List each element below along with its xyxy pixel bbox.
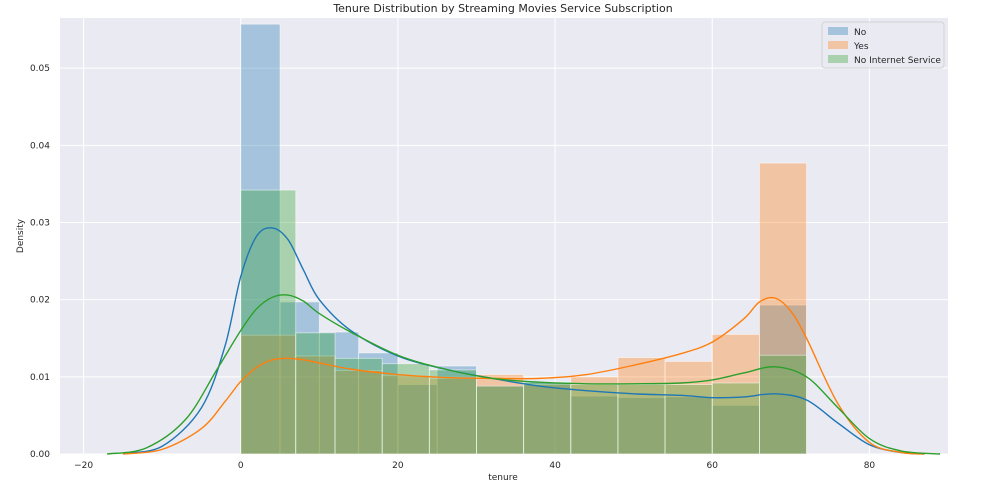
bar-no-internet-service [523,381,572,455]
y-tick-label: 0.01 [30,373,50,383]
x-tick-label: 0 [238,461,244,471]
y-tick-label: 0.04 [30,141,50,151]
y-tick-label: 0.05 [30,64,50,74]
bar-no [711,404,760,455]
bar-no-internet-service [570,384,619,455]
legend-swatch [828,55,848,63]
legend: No Yes No Internet Service [821,21,945,69]
bar-no-internet-service [758,354,807,455]
y-axis-ticks: 0.00 0.01 0.02 0.03 0.04 0.05 [30,64,50,460]
bar-no-internet-service [381,363,430,455]
bar-no [617,397,666,455]
legend-entry-label: No [854,28,867,38]
legend-swatch [828,41,848,49]
y-tick-label: 0.03 [30,218,50,228]
bar-no-internet-service [295,332,336,455]
chart-title: Tenure Distribution by Streaming Movies … [332,2,672,15]
bar-no [318,331,360,455]
bar-no [523,381,572,455]
x-tick-label: −20 [74,461,93,471]
bar-no [664,396,713,455]
legend-entry-label: Yes [853,42,869,52]
bar-no-internet-service [240,189,297,455]
x-tick-label: 60 [707,461,719,471]
bar-yes [711,333,760,455]
bar-no [358,352,399,455]
kde-lines [107,227,941,455]
legend-box [821,21,945,69]
x-tick-label: 40 [549,461,561,471]
bar-yes [295,355,336,455]
kde-line-no-internet-service [107,294,941,455]
legend-swatch [828,27,848,35]
x-axis-ticks: −20 0 20 40 60 80 [74,461,875,471]
x-tick-label: 20 [392,461,404,471]
bar-yes [476,374,525,455]
bar-no-internet-service [428,369,477,455]
bar-no-internet-service [711,382,760,455]
x-tick-label: 80 [864,461,876,471]
kde-line-yes [122,296,925,455]
y-tick-label: 0.02 [30,296,50,306]
plot-area [60,18,948,454]
histogram-bars [240,23,807,455]
bar-no [476,384,525,455]
bar-no-internet-service [334,357,383,455]
y-tick-label: 0.00 [30,450,50,460]
y-axis-label: Density [16,218,26,253]
legend-entry-label: No Internet Service [854,56,941,66]
bar-no [570,395,619,455]
x-axis-label: tenure [488,473,518,483]
bar-no-internet-service [476,385,525,455]
